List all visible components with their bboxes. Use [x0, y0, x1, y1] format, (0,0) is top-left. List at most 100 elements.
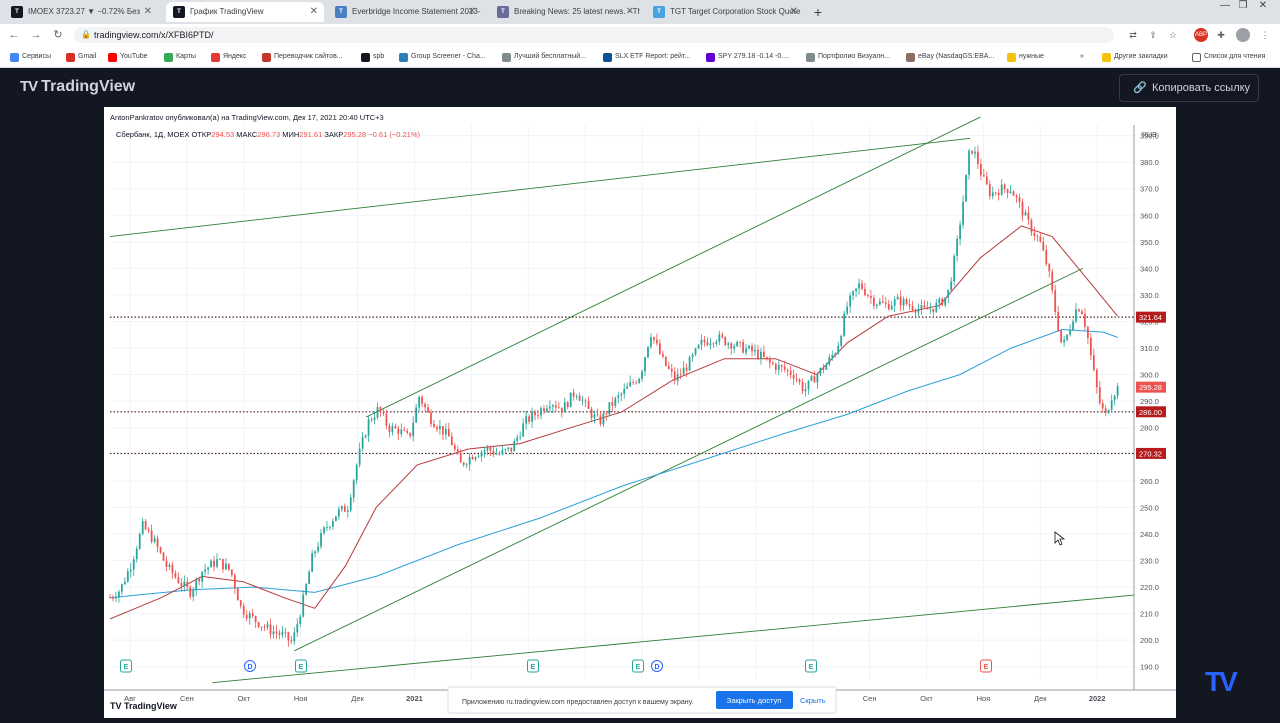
- hide-button[interactable]: Скрыть: [800, 696, 826, 705]
- event-marker-text: E: [531, 664, 536, 671]
- new-tab-button[interactable]: +: [813, 4, 823, 20]
- bookmark-item[interactable]: Портфолио Визуалн...: [806, 51, 890, 63]
- candle-body: [332, 521, 334, 527]
- bookmarks-more-button[interactable]: »: [1080, 53, 1084, 60]
- candle-body: [944, 297, 947, 306]
- bookmark-item[interactable]: Gmail: [66, 51, 96, 63]
- bookmark-item[interactable]: Лучший бесплатный...: [502, 51, 586, 63]
- minimize-icon[interactable]: —: [1220, 0, 1230, 11]
- translate-icon[interactable]: ⇄: [1129, 30, 1137, 40]
- candle-body: [126, 571, 129, 582]
- candle-body: [768, 358, 771, 363]
- candle-body: [352, 480, 355, 498]
- candle-body: [361, 437, 364, 449]
- candle-body: [225, 563, 227, 570]
- tradingview-logo-icon: TV: [20, 78, 38, 95]
- candle-body: [1015, 195, 1018, 198]
- restore-icon[interactable]: ❐: [1238, 0, 1248, 11]
- candle-body: [718, 334, 721, 342]
- tab-close-icon[interactable]: ✕: [143, 6, 152, 17]
- candle-body: [421, 396, 423, 404]
- bookmark-item[interactable]: YouTube: [108, 51, 148, 63]
- browser-tab[interactable]: T График TradingView ✕: [166, 2, 324, 22]
- profile-avatar[interactable]: [1236, 28, 1250, 42]
- candle-body: [153, 538, 156, 542]
- candle-body: [1095, 369, 1098, 388]
- tab-close-icon[interactable]: ✕: [789, 6, 798, 17]
- bookmark-star-icon[interactable]: ☆: [1168, 30, 1178, 40]
- candle-body: [605, 413, 608, 415]
- candle-body: [266, 624, 269, 628]
- other-bookmarks[interactable]: Другие закладки: [1102, 51, 1168, 63]
- bookmark-item[interactable]: Сервисы: [10, 51, 51, 63]
- candle-body: [1072, 321, 1074, 331]
- candle-body: [489, 447, 492, 451]
- tab-close-icon[interactable]: ✕: [309, 6, 318, 17]
- candle-body: [656, 339, 658, 344]
- browser-tab[interactable]: T TGT Target Corporation Stock Quote ✕: [646, 2, 804, 22]
- other-bookmarks-label: Другие закладки: [1114, 53, 1168, 60]
- candle-body: [1036, 235, 1039, 237]
- candle-body: [358, 448, 361, 465]
- bookmark-item[interactable]: SLX ETF Report: рейт...: [603, 51, 690, 63]
- earnings-marker-icon: [805, 659, 817, 673]
- candle-body: [1066, 334, 1068, 340]
- candle-body: [563, 402, 566, 413]
- candle-body: [988, 184, 991, 197]
- bookmark-item[interactable]: eBay (NasdaqGS:EBA...: [906, 51, 994, 63]
- bookmark-item[interactable]: SPY 279.18 -0.14 -0....: [706, 51, 789, 63]
- candle-body: [700, 339, 703, 345]
- bookmark-item[interactable]: нужные: [1007, 51, 1044, 63]
- candle-body: [1116, 386, 1119, 396]
- bookmark-item[interactable]: Переводчик сайтов...: [262, 51, 343, 63]
- price-tick-label: 310.0: [1140, 344, 1159, 353]
- tradingview-logo[interactable]: TV TradingView: [20, 78, 135, 96]
- back-icon[interactable]: ←: [8, 29, 20, 41]
- reload-icon[interactable]: ↻: [53, 29, 63, 41]
- extensions-icon[interactable]: ✚: [1217, 30, 1225, 40]
- candle-body: [858, 283, 860, 289]
- tab-close-icon[interactable]: ✕: [467, 6, 476, 17]
- share-icon[interactable]: ⇪: [1149, 30, 1157, 40]
- candle-body: [777, 365, 780, 370]
- copy-link-button[interactable]: 🔗 Копировать ссылку: [1119, 74, 1259, 102]
- adblock-icon[interactable]: ABP: [1194, 28, 1208, 42]
- price-label-text: 295.28: [1139, 383, 1162, 392]
- candle-body: [516, 437, 519, 441]
- candle-body: [219, 558, 221, 560]
- bookmark-item[interactable]: spb: [361, 51, 384, 63]
- candle-body: [914, 310, 917, 313]
- bookmark-item[interactable]: Group Screener - Cha...: [399, 51, 486, 63]
- address-bar[interactable]: 🔒 tradingview.com/x/XFBI6PTD/: [74, 27, 1114, 43]
- bookmark-item[interactable]: Карты: [164, 51, 196, 63]
- bookmark-item[interactable]: Яндекс: [211, 51, 247, 63]
- screen-share-notice: Приложению ru.tradingview.com предоставл…: [447, 686, 837, 714]
- stop-sharing-button[interactable]: Закрыть доступ: [716, 691, 793, 709]
- candle-body: [617, 395, 620, 398]
- bookmark-label: spb: [373, 53, 385, 60]
- candle-body: [926, 307, 929, 310]
- tab-close-icon[interactable]: ✕: [625, 6, 634, 17]
- browser-tab[interactable]: T Everbridge Income Statement 2013- ✕: [328, 2, 482, 22]
- candle-body: [534, 412, 536, 416]
- earnings-marker-icon: [527, 659, 539, 673]
- event-marker-text: E: [636, 664, 641, 671]
- candle-body: [540, 408, 542, 416]
- candle-body: [439, 426, 441, 430]
- candle-body: [272, 631, 275, 635]
- menu-icon[interactable]: ⋮: [1260, 30, 1270, 40]
- candle-body: [679, 374, 682, 376]
- browser-tab[interactable]: T IMOEX 3723.27 ▼ −0.72% Без ✕: [4, 2, 158, 22]
- reading-list[interactable]: Список для чтения: [1192, 51, 1265, 63]
- candle-body: [670, 368, 673, 372]
- forward-icon[interactable]: →: [30, 29, 42, 41]
- price-axis-label: 286.00: [1136, 406, 1166, 418]
- candle-body: [239, 600, 242, 606]
- candle-body: [400, 429, 403, 435]
- candle-body: [968, 150, 970, 175]
- browser-tab[interactable]: T Breaking News: 25 latest news. - Th ✕: [490, 2, 640, 22]
- candle-body: [905, 299, 908, 305]
- time-tick-label: Дек: [1034, 694, 1047, 703]
- candle-body: [899, 296, 902, 306]
- close-window-icon[interactable]: ✕: [1258, 0, 1268, 11]
